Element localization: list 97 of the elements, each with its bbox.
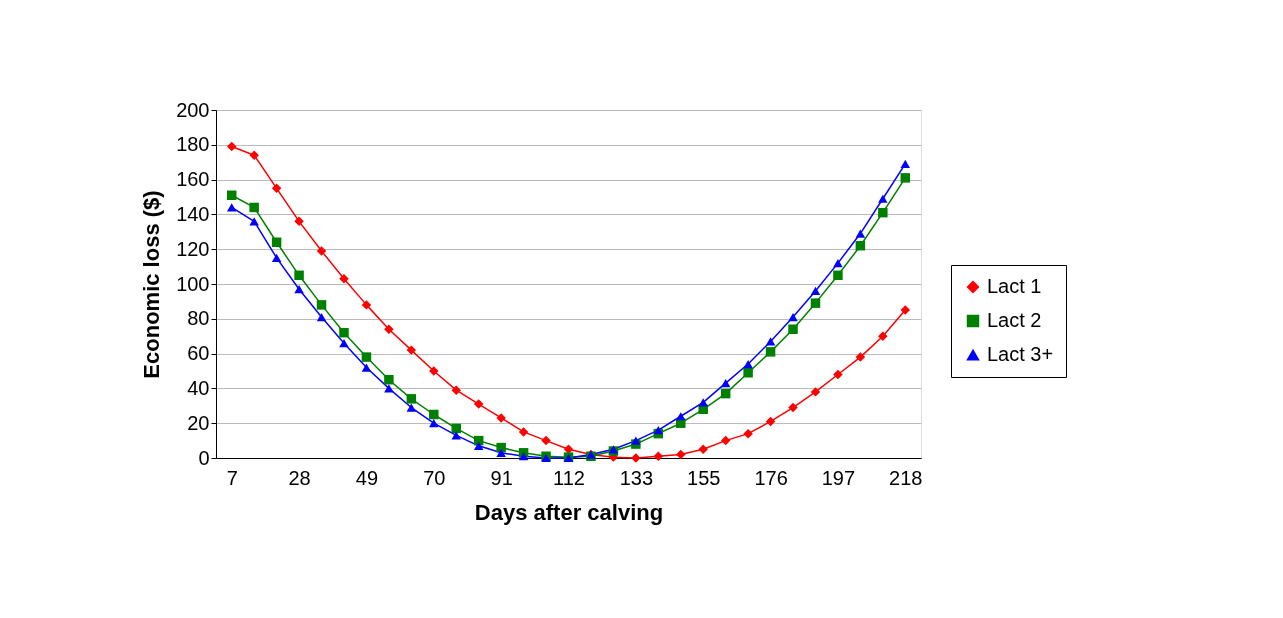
x-tick-label: 49 [355,466,379,489]
point [833,369,843,380]
point [361,363,372,372]
point [384,384,394,393]
point [900,159,911,169]
point [833,270,843,281]
point [541,435,551,446]
point [361,300,372,310]
point [294,285,304,294]
point [878,207,888,218]
point [743,368,753,378]
point [271,237,282,247]
point [249,150,259,160]
point [698,398,708,407]
y-tick-label: 60 [187,342,210,365]
point [720,388,731,399]
point [518,452,529,461]
y-tick-label: 180 [176,133,210,156]
y-tick-label: 20 [187,411,210,434]
point [855,240,866,251]
point [406,394,417,404]
point [406,345,417,355]
y-tick-label: 160 [176,168,210,191]
y-tick-label: 0 [198,446,210,469]
legend-label: Lact 3+ [987,343,1054,365]
point [226,190,237,200]
point [316,300,327,310]
x-tick-label: 28 [288,466,311,489]
legend-label: Lact 1 [987,275,1042,297]
point [339,327,349,338]
point [743,428,753,439]
x-tick-label: 112 [553,466,585,489]
y-tick-label: 140 [176,202,210,225]
point [833,259,843,268]
point [720,435,731,446]
point [496,448,506,457]
point [743,359,753,369]
x-tick-label: 176 [754,466,788,489]
legend-label: Lact 2 [987,309,1042,331]
x-axis-title: Days after calving [474,499,664,525]
point [496,442,506,453]
y-tick-label: 80 [187,307,210,330]
x-tick-label: 133 [619,466,654,489]
point [226,141,237,152]
point [653,451,664,461]
point [653,426,664,435]
x-tick-label: 197 [821,466,856,489]
point [878,194,888,203]
x-tick-label: 155 [687,466,721,489]
x-tick-label: 70 [423,466,446,489]
point [451,423,461,434]
y-tick-label: 120 [176,237,210,260]
point [631,436,641,445]
point [698,444,708,455]
point [765,337,776,346]
x-tick-label: 218 [889,466,923,489]
point [384,374,394,385]
y-tick-label: 100 [176,272,210,295]
point [249,202,259,213]
point [316,312,327,322]
x-tick-label: 7 [226,466,238,489]
x-tick-label: 91 [490,466,513,489]
point [900,173,911,183]
point [676,449,686,460]
point [810,387,821,397]
point [765,347,776,357]
point [339,339,349,348]
y-tick-label: 40 [187,376,210,399]
point [271,253,282,263]
point [316,246,327,256]
point [451,385,461,395]
point [384,324,394,334]
point [294,270,304,281]
point [406,403,417,412]
point [855,352,866,362]
point [271,183,282,194]
point [765,416,776,427]
y-axis-title: Economic loss ($) [139,190,165,379]
point [720,379,731,388]
point [429,409,439,420]
point [788,312,798,322]
point [676,412,686,421]
point [810,286,821,296]
point [855,229,866,238]
point [810,298,821,308]
point [473,399,484,409]
point [788,324,798,334]
point [473,441,484,450]
point [878,331,888,341]
point [361,352,372,362]
y-tick-label: 200 [176,98,210,121]
point [788,402,798,413]
point [294,216,304,227]
point [900,305,911,315]
point [518,427,529,437]
point [226,203,237,212]
point [429,419,439,428]
